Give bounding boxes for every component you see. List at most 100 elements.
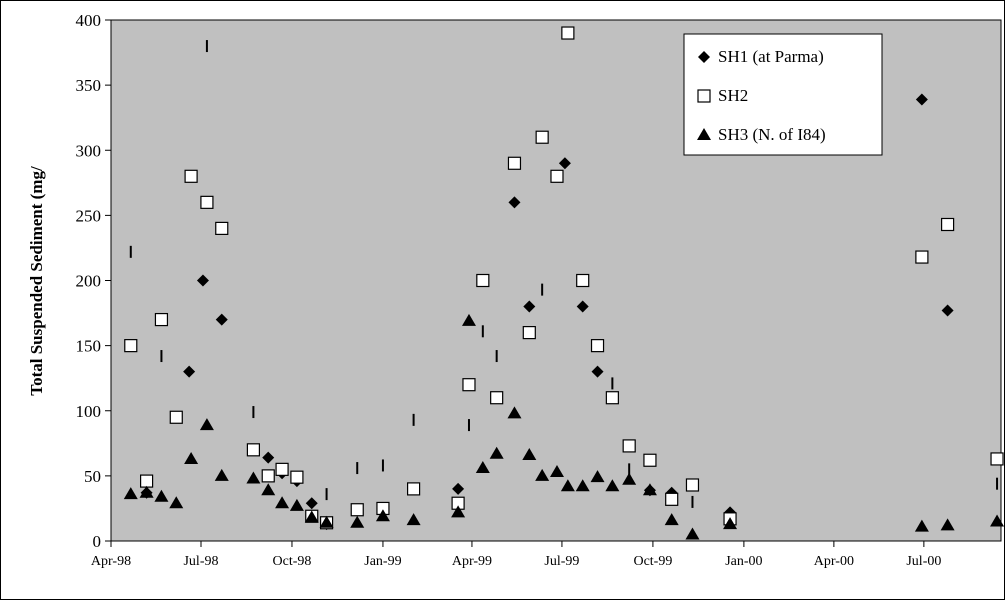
data-point-diamond bbox=[305, 497, 318, 510]
data-point-triangle bbox=[489, 446, 504, 459]
data-point-triangle bbox=[940, 518, 955, 531]
data-point-triangle bbox=[685, 527, 700, 540]
extra-tick-marks bbox=[129, 40, 999, 508]
x-tick-label: Oct-99 bbox=[633, 554, 672, 569]
data-point-square bbox=[140, 474, 154, 488]
data-point-square bbox=[605, 391, 619, 405]
legend-label: SH3 (N. of I84) bbox=[718, 125, 826, 144]
data-point-diamond bbox=[183, 365, 196, 378]
data-point-triangle bbox=[451, 505, 466, 518]
data-point-diamond bbox=[452, 482, 465, 495]
data-point-square bbox=[184, 169, 198, 183]
data-point-square bbox=[507, 156, 522, 170]
data-point-diamond bbox=[941, 304, 954, 317]
data-point-triangle bbox=[123, 487, 138, 500]
data-point-triangle bbox=[535, 468, 550, 481]
y-tick-label: 150 bbox=[76, 337, 102, 356]
data-point-triangle bbox=[461, 313, 476, 326]
data-point-square bbox=[643, 453, 657, 467]
data-point-triangle bbox=[522, 448, 537, 461]
data-point-triangle bbox=[475, 461, 490, 474]
data-point-triangle bbox=[507, 406, 522, 419]
data-point-square bbox=[490, 391, 504, 405]
data-point-square bbox=[665, 492, 679, 506]
x-tick-label: Jul-00 bbox=[906, 554, 941, 569]
data-point-square bbox=[915, 250, 929, 264]
data-point-diamond bbox=[215, 313, 228, 326]
data-point-triangle bbox=[214, 468, 229, 481]
data-point-diamond bbox=[262, 451, 275, 464]
data-point-triangle bbox=[605, 479, 620, 492]
y-tick-label: 300 bbox=[76, 141, 102, 160]
data-point-triangle bbox=[169, 496, 184, 509]
legend-label: SH2 bbox=[718, 86, 748, 105]
legend-marker-square bbox=[697, 89, 711, 103]
data-point-square bbox=[622, 439, 636, 453]
data-point-triangle bbox=[375, 509, 390, 522]
data-point-triangle bbox=[350, 515, 365, 528]
data-point-square bbox=[685, 478, 700, 492]
data-point-triangle bbox=[154, 489, 169, 502]
y-tick-label: 400 bbox=[76, 11, 102, 30]
y-tick-label: 350 bbox=[76, 76, 102, 95]
data-point-triangle bbox=[304, 510, 319, 523]
data-point-square bbox=[550, 169, 564, 183]
data-point-diamond bbox=[196, 274, 209, 287]
x-tick-label: Jan-00 bbox=[725, 554, 762, 569]
x-tick-label: Apr-00 bbox=[814, 554, 854, 569]
data-point-square bbox=[261, 469, 275, 483]
x-tick-label: Oct-98 bbox=[273, 554, 312, 569]
data-series bbox=[123, 26, 1005, 540]
data-point-square bbox=[561, 26, 575, 40]
data-point-square bbox=[169, 410, 183, 424]
data-point-triangle bbox=[406, 513, 421, 526]
data-point-square bbox=[462, 378, 476, 392]
data-point-square bbox=[590, 339, 605, 353]
data-point-triangle bbox=[642, 483, 657, 496]
data-point-triangle bbox=[914, 519, 929, 532]
data-point-square bbox=[200, 195, 214, 209]
legend-label: SH1 (at Parma) bbox=[718, 47, 824, 66]
y-tick-label: 100 bbox=[76, 402, 102, 421]
legend-marker-diamond bbox=[698, 51, 710, 63]
data-point-square bbox=[290, 470, 304, 484]
data-point-square bbox=[535, 130, 549, 144]
data-point-square bbox=[350, 503, 364, 517]
data-point-triangle bbox=[261, 483, 276, 496]
data-point-triangle bbox=[246, 471, 261, 484]
data-point-triangle bbox=[184, 451, 199, 464]
data-point-triangle bbox=[560, 479, 575, 492]
x-tick-label: Jul-99 bbox=[544, 554, 579, 569]
legend: SH1 (at Parma) SH2 SH3 (N. of I84) bbox=[683, 33, 883, 156]
x-tick-label: Apr-98 bbox=[91, 554, 131, 569]
data-point-triangle bbox=[990, 514, 1005, 527]
data-point-triangle bbox=[590, 470, 605, 483]
data-point-diamond bbox=[523, 300, 536, 313]
y-axis-title: Total Suspended Sediment (mg/ bbox=[27, 166, 46, 396]
data-point-square bbox=[215, 221, 229, 235]
data-point-diamond bbox=[508, 196, 521, 209]
data-point-square bbox=[154, 312, 169, 327]
data-point-triangle bbox=[319, 515, 334, 528]
data-point-square bbox=[522, 326, 536, 340]
data-point-square bbox=[124, 339, 138, 353]
x-tick-label: Apr-99 bbox=[452, 554, 492, 569]
x-tick-label: Jan-99 bbox=[364, 554, 401, 569]
data-point-triangle bbox=[139, 485, 154, 498]
series-3 bbox=[123, 313, 1005, 540]
data-point-triangle bbox=[622, 472, 637, 485]
data-point-triangle bbox=[199, 418, 214, 431]
data-point-square bbox=[940, 217, 955, 232]
data-point-square bbox=[990, 452, 1004, 466]
data-point-diamond bbox=[591, 365, 604, 378]
legend-marker-triangle bbox=[697, 128, 711, 140]
data-point-square bbox=[275, 462, 289, 476]
legend-box bbox=[683, 33, 883, 156]
data-point-diamond bbox=[915, 93, 928, 106]
data-point-square bbox=[576, 273, 590, 288]
data-point-square bbox=[407, 482, 421, 496]
x-axis: Apr-98 Jul-98 Oct-98 Jan-99 Apr-99 Jul-99 Oct-… bbox=[91, 540, 1001, 569]
data-point-square bbox=[246, 443, 260, 457]
